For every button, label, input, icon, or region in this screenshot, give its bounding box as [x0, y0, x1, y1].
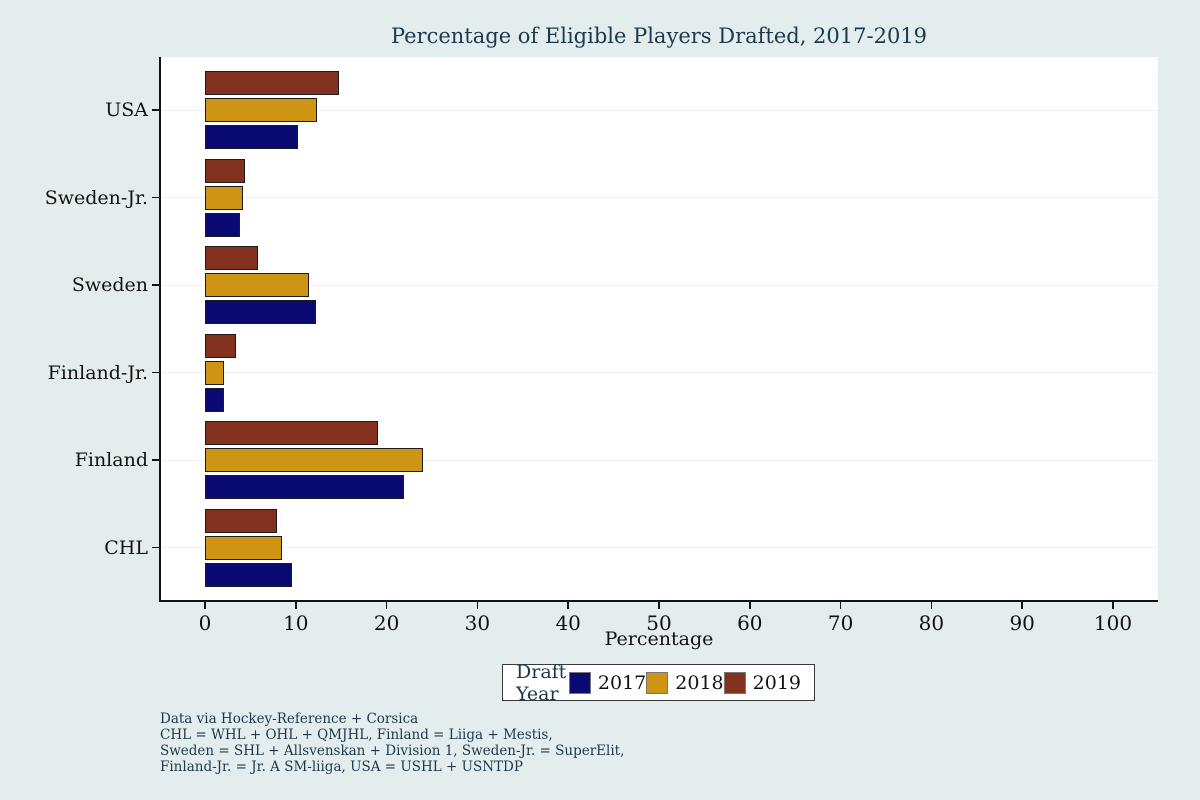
bar-chl-2018 [205, 535, 283, 560]
legend-entry-2017: 2017 [568, 671, 647, 694]
footnote-line-4: Finland-Jr. = Jr. A SM-liiga, USA = USHL… [160, 759, 523, 775]
bar-chl-2019 [205, 508, 277, 533]
chart-title: Percentage of Eligible Players Drafted, … [390, 24, 928, 48]
bar-sweden-jr.-2017 [205, 212, 241, 237]
y-tick-sweden-jr. [152, 196, 160, 199]
bar-finland-2018 [205, 448, 423, 472]
x-tick-label-100: 100 [1093, 611, 1133, 635]
y-axis-category-label: Sweden [71, 274, 148, 296]
x-tick-label-10: 10 [283, 611, 309, 635]
x-tick-label-40: 40 [555, 611, 581, 635]
y-tick-usa [152, 109, 160, 111]
gridline-chl [162, 547, 1158, 548]
x-tick-label-20: 20 [373, 611, 400, 635]
plot-area [160, 57, 1158, 600]
x-tick-30 [476, 601, 479, 609]
x-tick-10 [295, 601, 297, 609]
gridline-finland [162, 459, 1158, 461]
bar-usa-2018 [205, 98, 317, 122]
y-axis-category-label: Sweden-Jr. [44, 186, 148, 209]
footnotes: Data via Hockey-Reference + Corsica CHL =… [160, 711, 624, 775]
bar-sweden-2019 [205, 246, 258, 270]
y-axis-category-label: Finland-Jr. [47, 361, 148, 384]
y-axis-category-label: CHL [104, 536, 148, 559]
y-axis-category-label: Finland [74, 449, 148, 471]
x-tick-0 [204, 601, 206, 609]
y-tick-sweden [152, 284, 160, 286]
x-tick-60 [749, 601, 751, 609]
x-tick-label-0: 0 [198, 611, 212, 635]
x-tick-label-70: 70 [827, 611, 854, 635]
legend-swatch-2017 [568, 671, 591, 694]
x-tick-100 [1112, 601, 1114, 609]
bar-finland-jr.-2018 [205, 360, 225, 385]
legend-swatch-2019 [723, 671, 746, 694]
x-tick-20 [385, 601, 388, 609]
legend-entry-2018: 2018 [646, 671, 724, 694]
y-tick-chl [152, 546, 160, 549]
y-tick-finland-jr. [152, 371, 160, 374]
x-tick-70 [839, 601, 842, 609]
x-tick-label-80: 80 [918, 611, 945, 635]
legend-entry-2019: 2019 [723, 671, 801, 694]
bar-usa-2017 [205, 125, 298, 149]
y-tick-finland [152, 459, 160, 461]
x-axis-label: Percentage [604, 628, 714, 650]
gridline-finland-jr. [162, 372, 1158, 373]
y-axis-category-label: USA [105, 99, 148, 121]
legend-swatch-2018 [646, 671, 669, 694]
gridline-usa [162, 109, 1158, 111]
bar-usa-2019 [205, 71, 340, 95]
bar-sweden-jr.-2018 [205, 185, 244, 210]
gridline-sweden [162, 284, 1158, 286]
bar-finland-2019 [205, 421, 378, 445]
x-tick-label-90: 90 [1009, 611, 1035, 635]
legend: Draft Year 2017 2018 2019 [502, 661, 815, 705]
bar-finland-jr.-2017 [205, 387, 225, 412]
x-tick-label-30: 30 [464, 611, 491, 635]
gridline-sweden-jr. [162, 197, 1158, 198]
x-axis-line [158, 599, 1158, 602]
footnote-line-1: Data via Hockey-Reference + Corsica [160, 711, 419, 727]
bar-finland-2017 [205, 475, 404, 499]
x-tick-50 [658, 601, 660, 609]
legend-entry-label: 2018 [675, 671, 724, 694]
bar-sweden-2017 [205, 300, 316, 324]
legend-entry-label: 2017 [597, 671, 647, 694]
x-tick-90 [1021, 601, 1023, 609]
footnote-line-2: CHL = WHL + OHL + QMJHL, Finland = Liiga… [160, 727, 553, 743]
x-tick-40 [567, 601, 569, 609]
footnote-line-3: Sweden = SHL + Allsvenskan + Division 1,… [160, 743, 625, 759]
y-axis-line [158, 57, 161, 601]
x-tick-label-50: 50 [646, 611, 672, 635]
x-tick-80 [930, 601, 933, 609]
bar-finland-jr.-2019 [205, 333, 236, 358]
legend-entry-label: 2019 [752, 671, 801, 694]
bar-sweden-jr.-2019 [205, 158, 245, 183]
bar-sweden-2018 [205, 273, 309, 297]
bar-chl-2017 [205, 562, 293, 587]
x-tick-label-60: 60 [737, 611, 763, 635]
legend-title: Draft Year [516, 660, 567, 705]
